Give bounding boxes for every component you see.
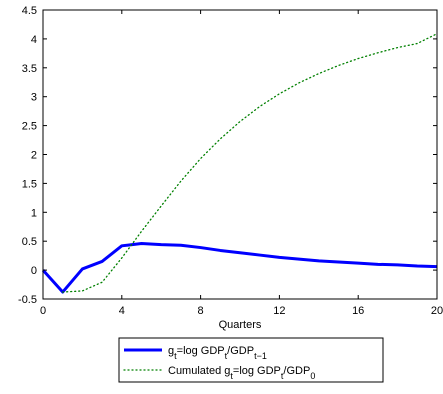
legend-cumulated-sub3: 0	[310, 371, 315, 381]
y-tick-label: 3.5	[22, 63, 37, 75]
series-line-growth	[41, 242, 438, 294]
x-tick-label: 12	[273, 305, 285, 317]
x-tick-label: 20	[431, 305, 443, 317]
legend: gt=log GDPt/GDPt−1 Cumulated gt=log GDPt…	[118, 337, 384, 383]
legend-growth-mid: =log GDP	[177, 345, 225, 357]
x-axis: 0 4 8 12 16 20	[40, 10, 443, 317]
legend-box	[118, 337, 384, 383]
legend-growth-sub1: t	[174, 351, 177, 361]
y-tick-label: 0	[31, 265, 37, 277]
legend-cumulated-main: Cumulated g	[168, 365, 230, 377]
y-tick-label: 0.5	[22, 236, 37, 248]
y-tick-label: -0.5	[18, 294, 37, 306]
plot-area	[43, 10, 437, 299]
x-tick-label: 4	[119, 305, 125, 317]
legend-growth-mid2: /GDP	[227, 345, 254, 357]
y-tick-label: 2.5	[22, 121, 37, 133]
x-tick-label: 0	[40, 305, 46, 317]
legend-cumulated-mid2: /GDP	[283, 365, 310, 377]
x-tick-label: 16	[352, 305, 364, 317]
y-tick-label: 3	[31, 92, 37, 104]
legend-growth-sub3: t−1	[254, 351, 267, 361]
legend-cumulated-sub1: t	[230, 371, 233, 381]
series-line-cumulated	[62, 33, 438, 293]
legend-growth-main: g	[168, 345, 174, 357]
y-axis: -0.5 0 0.5 1 1.5 2 2.5 3 3.5 4 4.5	[18, 5, 437, 306]
legend-cumulated-sub2: t	[281, 371, 284, 381]
x-axis-label: Quarters	[219, 319, 262, 331]
x-tick-label: 8	[198, 305, 204, 317]
legend-growth-sub2: t	[225, 351, 228, 361]
y-tick-label: 4	[31, 34, 37, 46]
series-layer	[41, 33, 438, 294]
y-tick-label: 2	[31, 150, 37, 162]
legend-label-growth: gt=log GDPt/GDPt−1	[168, 345, 267, 361]
y-tick-label: 1	[31, 207, 37, 219]
y-tick-label: 1.5	[22, 178, 37, 190]
legend-cumulated-mid: =log GDP	[233, 365, 281, 377]
legend-label-cumulated: Cumulated gt=log GDPt/GDP0	[168, 365, 315, 381]
y-tick-label: 4.5	[22, 5, 37, 17]
